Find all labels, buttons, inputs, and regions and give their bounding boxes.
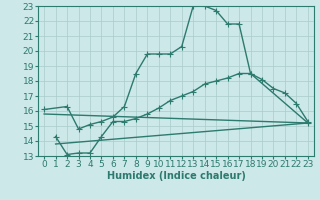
- X-axis label: Humidex (Indice chaleur): Humidex (Indice chaleur): [107, 171, 245, 181]
